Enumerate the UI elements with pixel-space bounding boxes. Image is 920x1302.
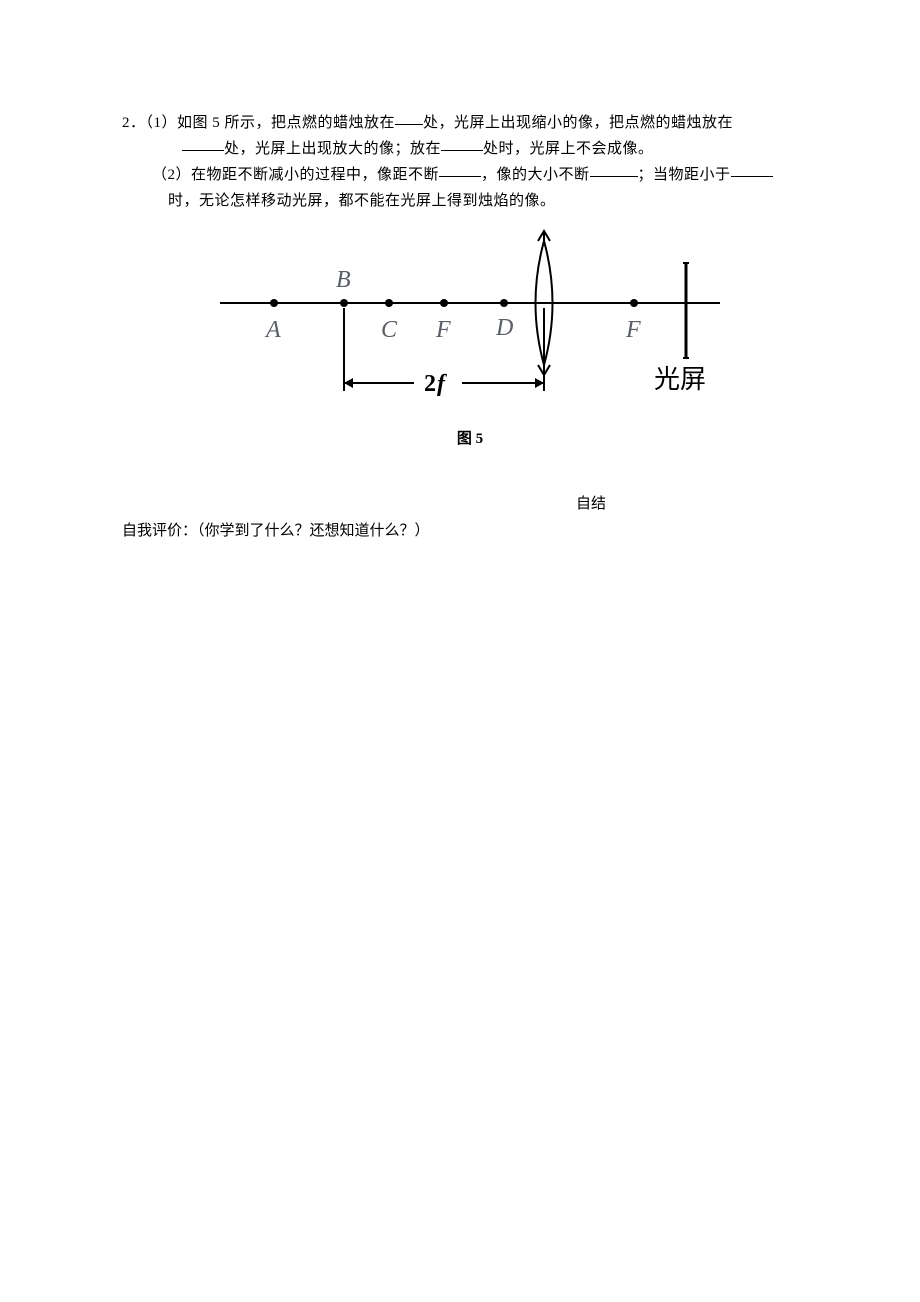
q2-p1-mid1: 处，光屏上出现缩小的像，把点燃的蜡烛放在	[423, 115, 733, 131]
blank-1	[395, 109, 423, 125]
blank-6	[731, 161, 773, 177]
q2-p2-tail: ；当物距小于	[638, 167, 731, 183]
q2-p2-l2: 时，无论怎样移动光屏，都不能在光屏上得到烛焰的像。	[168, 193, 556, 209]
blank-2	[182, 135, 224, 151]
q2-part2-line2: 时，无论怎样移动光屏，都不能在光屏上得到烛焰的像。	[122, 188, 860, 214]
svg-text:F: F	[625, 317, 641, 343]
svg-text:D: D	[495, 315, 513, 341]
figure-caption: 图 5	[214, 427, 726, 448]
svg-text:B: B	[336, 267, 351, 293]
q-number: 2．	[122, 115, 146, 131]
blank-5	[590, 161, 638, 177]
q2-part2-line1: （2）在物距不断减小的过程中，像距不断 ，像的大小不断 ；当物距小于	[122, 162, 860, 188]
svg-text:F: F	[435, 317, 451, 343]
q2-p2-mid: ，像的大小不断	[481, 167, 590, 183]
svg-text:C: C	[381, 317, 398, 343]
svg-text:2: 2	[424, 371, 436, 397]
q2-p1-prefix: （1）如图 5 所示，把点燃的蜡烛放在	[146, 115, 396, 131]
lens-diagram: 光屏 A B C F D F 2f	[214, 228, 726, 418]
q2-part1-line1: 2．（1）如图 5 所示，把点燃的蜡烛放在 处，光屏上出现缩小的像，把点燃的蜡烛放…	[122, 110, 860, 136]
section-title: 自结	[122, 492, 860, 513]
svg-text:A: A	[264, 317, 281, 343]
blank-4	[439, 161, 481, 177]
q2-p2-prefix: （2）在物距不断减小的过程中，像距不断	[152, 167, 439, 183]
blank-3	[441, 135, 483, 151]
question-2: 2．（1）如图 5 所示，把点燃的蜡烛放在 处，光屏上出现缩小的像，把点燃的蜡烛放…	[122, 110, 860, 214]
q2-p1-l2b: 处时，光屏上不会成像。	[483, 141, 654, 157]
q2-p1-l2a: 处，光屏上出现放大的像；放在	[224, 141, 441, 157]
self-evaluation: 自我评价：（你学到了什么？还想知道什么？）	[122, 519, 860, 540]
q2-part1-line2: 处，光屏上出现放大的像；放在 处时，光屏上不会成像。	[122, 136, 860, 162]
figure-5: 光屏 A B C F D F 2f 图 5	[214, 228, 726, 448]
svg-text:f: f	[437, 371, 447, 397]
svg-text:光屏: 光屏	[654, 365, 706, 394]
